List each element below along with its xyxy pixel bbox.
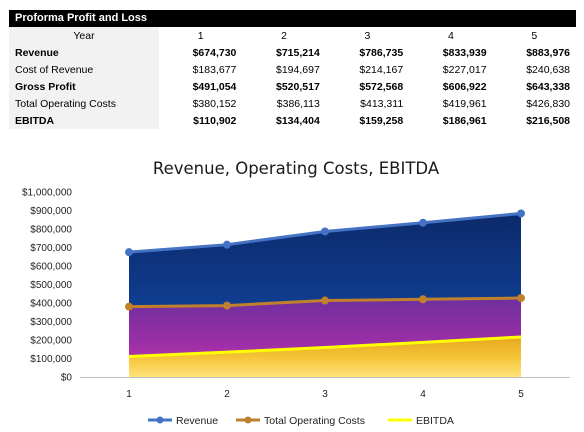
cell-value: $386,113 [276,97,320,110]
cell-value: $426,830 [526,97,570,110]
cell-value: $194,697 [275,63,320,76]
cell-value: $491,054 [192,80,237,93]
operating-costs-point-3 [321,296,329,305]
y-tick-label: $200,000 [30,336,72,347]
header-year-1: 1 [197,29,204,42]
pl-table-wrap: Proforma Profit and Loss Year 1 2 3 4 5 Revenu… [9,10,576,129]
cell-value: $606,922 [442,80,487,93]
header-year-4: 4 [447,29,454,42]
cell-value: $214,167 [359,63,404,76]
cell-value: $227,017 [442,63,487,76]
row-label: Revenue [9,44,159,61]
pl-table: Year 1 2 3 4 5 Revenue $674,730 $715,214 $786,735… [9,27,576,129]
cell-value: $240,638 [526,63,570,76]
x-tick-label: 4 [420,389,426,400]
header-year-2: 2 [281,29,287,42]
cell-value: $833,939 [442,46,487,59]
y-tick-label: $0 [61,373,73,384]
operating-costs-legend-marker [244,416,252,424]
row-label: Total Operating Costs [9,95,159,112]
operating-costs-point-5 [517,294,525,303]
revenue-point-2 [223,240,231,249]
revenue-legend-label: Revenue [176,415,218,427]
cell-value: $380,152 [192,97,237,110]
revenue-point-3 [321,227,329,236]
cell-value: $674,730 [192,46,237,59]
ebitda-legend-label: EBITDA [416,415,454,427]
y-tick-label: $100,000 [30,354,72,365]
y-tick-label: $700,000 [30,243,72,254]
cell-value: $413,311 [360,97,404,110]
operating-costs-point-4 [419,295,427,304]
revenue-costs-ebitda-chart: Revenue, Operating Costs, EBITDA $0 $100,… [22,159,570,427]
cell-value: $216,508 [526,114,570,127]
cell-value: $419,961 [442,97,487,110]
revenue-legend-marker [156,416,164,424]
table-header-row: Year 1 2 3 4 5 [9,27,576,44]
cell-value: $572,568 [359,80,404,93]
table-row: EBITDA $110,902 $134,404 $159,258 $186,961 $2… [9,112,576,129]
y-tick-label: $800,000 [30,225,72,236]
operating-costs-point-2 [223,301,231,310]
ebitda-line [128,335,522,358]
x-tick-label: 5 [518,389,524,400]
cell-value: $715,214 [275,46,320,59]
cell-value: $883,976 [526,46,570,59]
y-tick-label: $900,000 [30,206,72,217]
cell-value: $134,404 [275,114,320,127]
revenue-point-4 [419,218,427,227]
header-year-3: 3 [364,29,371,42]
cell-value: $183,677 [192,63,237,76]
table-title: Proforma Profit and Loss [9,10,576,27]
ebitda-area [129,336,521,377]
y-tick-label: $400,000 [30,299,72,310]
cell-value: $110,902 [193,114,237,127]
table-row: Gross Profit $491,054 $520,517 $572,568 $606… [9,78,576,95]
y-tick-label: $500,000 [30,280,72,291]
operating-costs-legend-label: Total Operating Costs [264,415,365,427]
table-row: Cost of Revenue $183,677 $194,697 $214,167 $… [9,61,576,78]
x-tick-label: 2 [224,389,230,400]
x-tick-label: 1 [126,389,132,400]
revenue-point-5 [517,209,525,218]
cell-value: $159,258 [359,114,404,127]
operating-costs-point-1 [125,302,133,311]
row-label: Gross Profit [9,78,159,95]
y-tick-label: $600,000 [30,262,72,273]
table-row: Total Operating Costs $380,152 $386,113 $41… [9,95,576,112]
cell-value: $520,517 [275,80,320,93]
row-label: Cost of Revenue [9,61,159,78]
y-tick-label: $1,000,000 [22,188,72,199]
y-tick-label: $300,000 [30,317,72,328]
header-year-5: 5 [531,29,538,42]
chart-title: Revenue, Operating Costs, EBITDA [153,159,440,178]
cell-value: $786,735 [359,46,404,59]
row-label: EBITDA [9,112,159,129]
cell-value: $643,338 [526,80,570,93]
x-tick-label: 3 [322,389,328,400]
header-year-label: Year [9,27,159,44]
table-row: Revenue $674,730 $715,214 $786,735 $833,939 $… [9,44,576,61]
revenue-point-1 [125,248,133,257]
cell-value: $186,961 [442,114,487,127]
